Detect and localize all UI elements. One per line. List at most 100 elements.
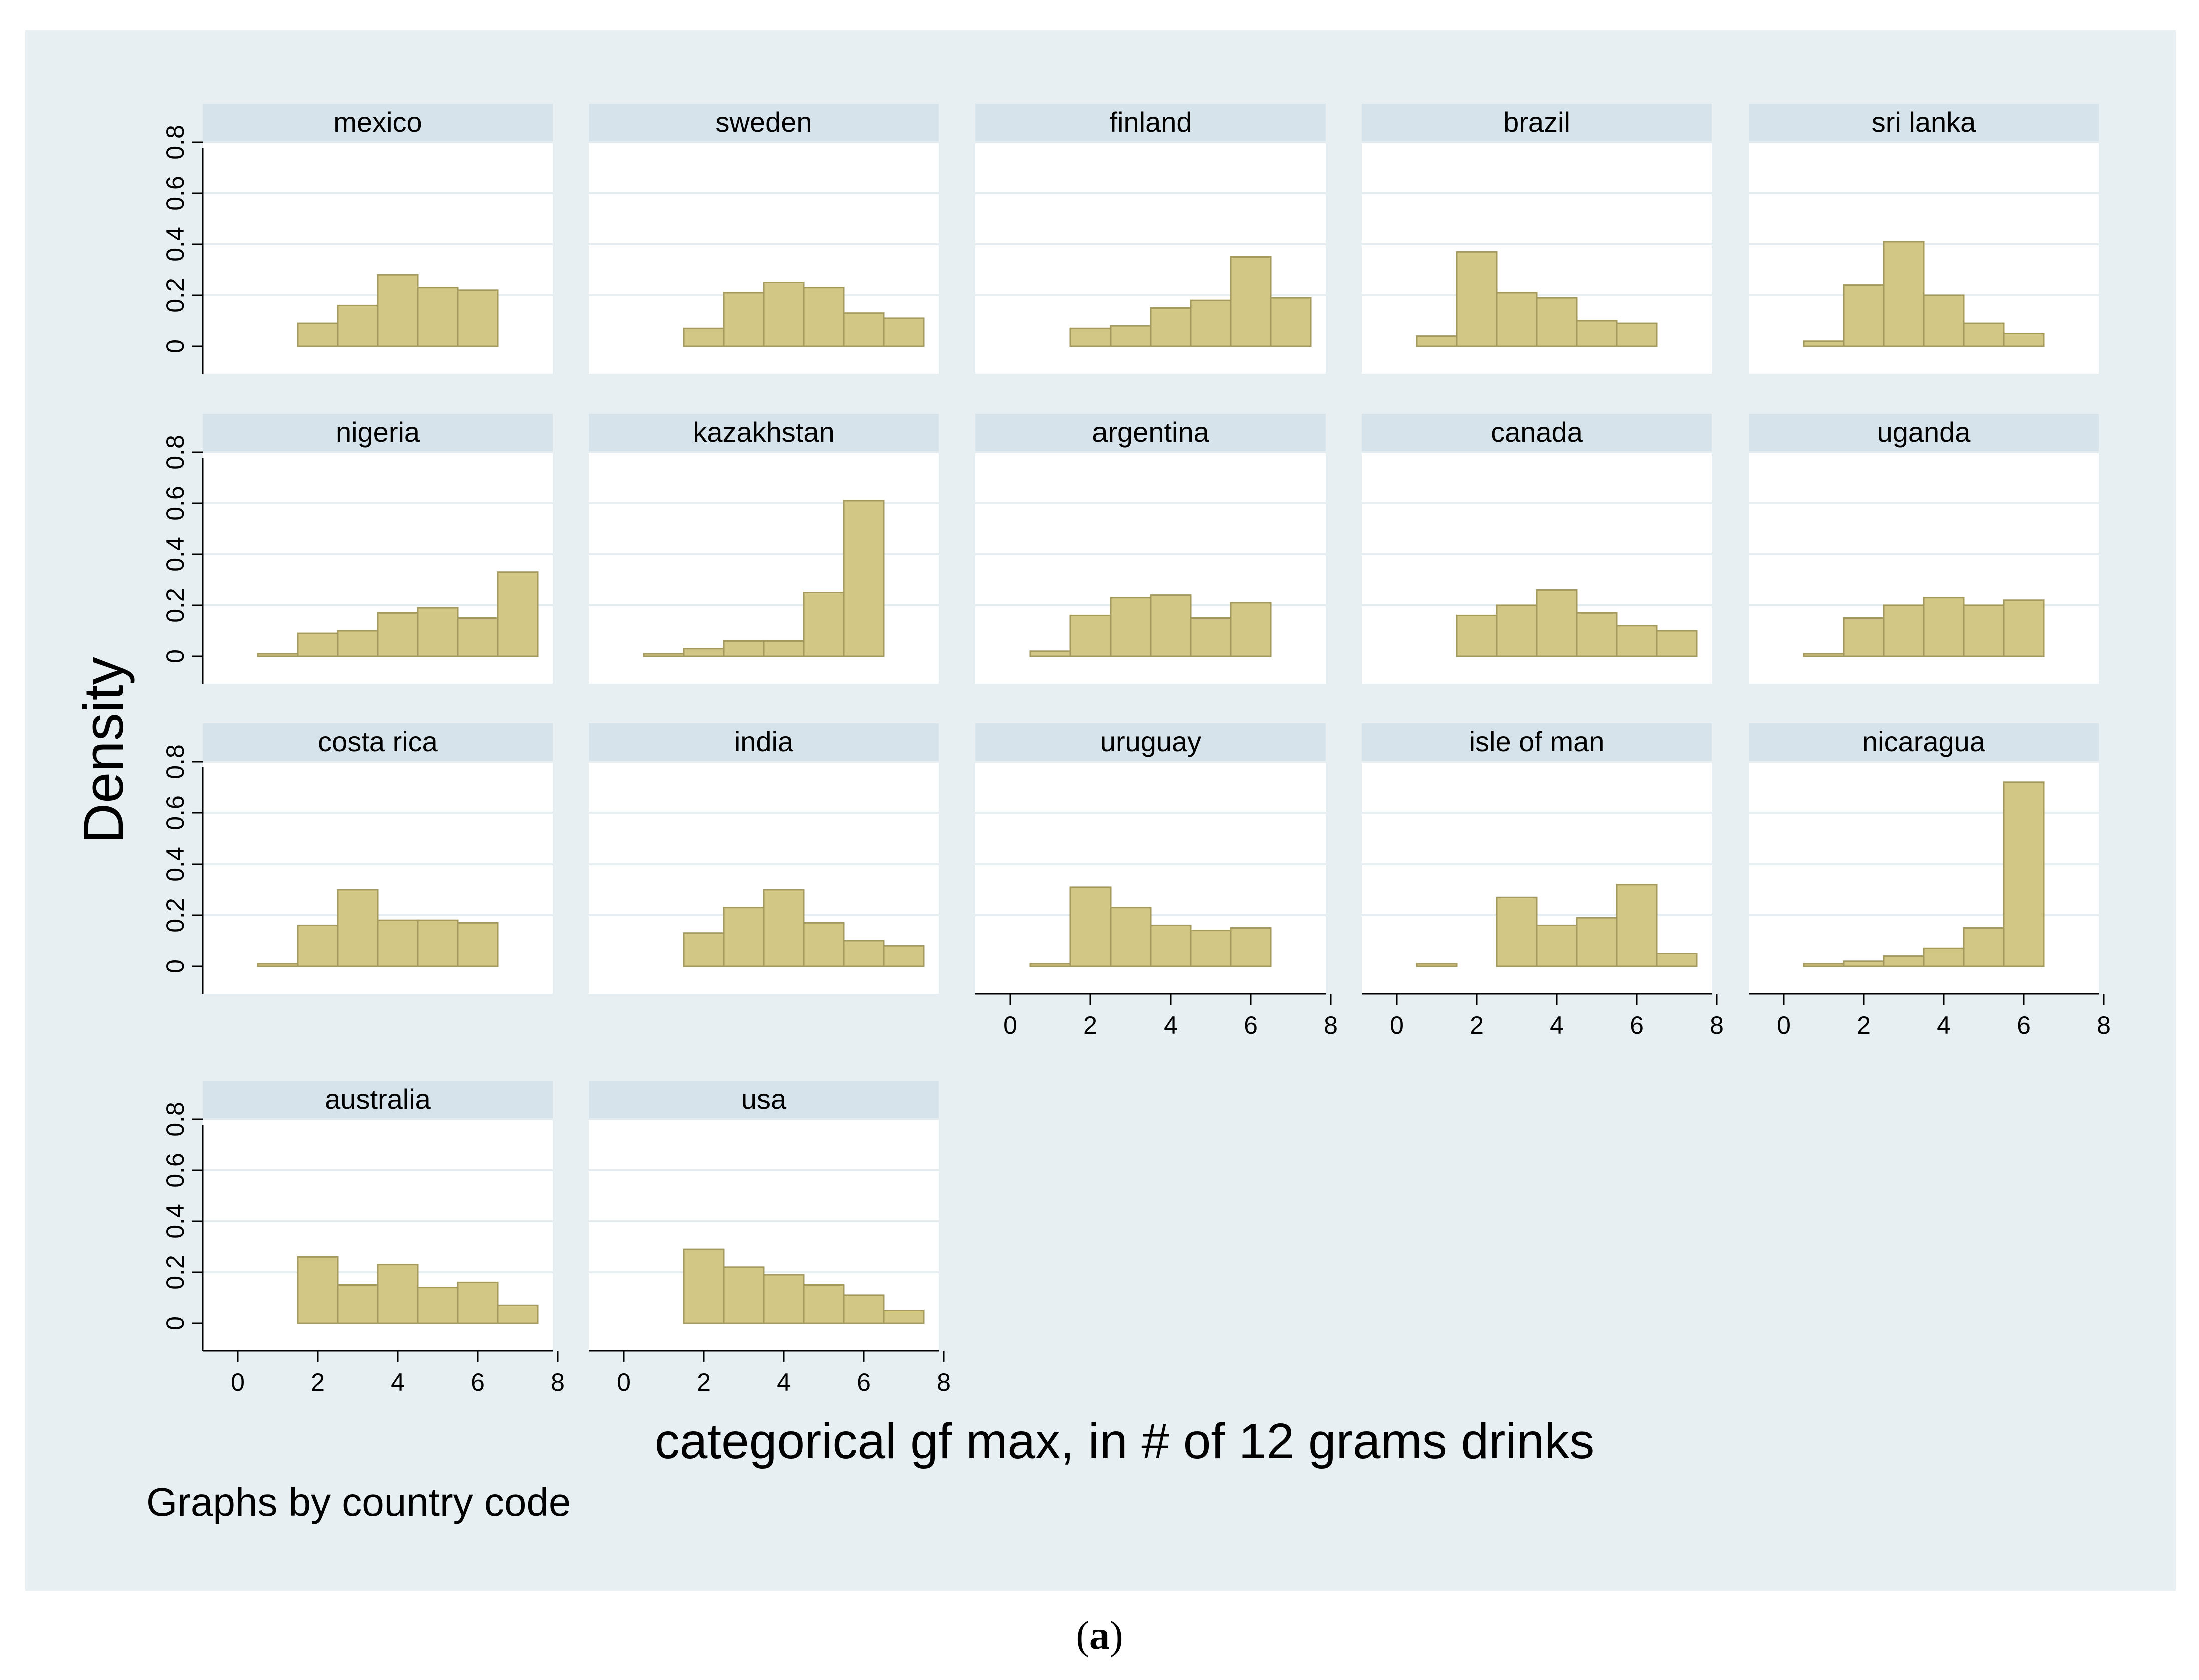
- panel-strip: [975, 414, 1326, 453]
- bar-nigeria-2: [297, 632, 339, 657]
- x-tick-label: 4: [391, 1368, 405, 1396]
- bar-nigeria-5: [417, 607, 459, 657]
- panel-strip: [203, 414, 553, 453]
- bar-mexico-4: [377, 274, 419, 347]
- panel-title: sweden: [715, 106, 812, 138]
- panel-caption-letter: a: [1089, 1614, 1110, 1658]
- bar-canada-3: [1496, 604, 1538, 657]
- y-tick-label: 0.2: [161, 898, 189, 933]
- x-tick-label: 2: [1470, 1011, 1484, 1039]
- bar-canada-5: [1576, 612, 1618, 657]
- panel-kazakhstan: kazakhstan: [589, 414, 939, 684]
- bar-costa-rica-1: [257, 963, 299, 967]
- panel-title: brazil: [1503, 106, 1570, 138]
- bar-uruguay-1: [1029, 963, 1071, 967]
- bar-costa-rica-3: [337, 889, 379, 967]
- x-tick-label: 6: [471, 1368, 485, 1396]
- bar-sweden-5: [803, 287, 845, 347]
- panel-isle-of-man: isle of man 0 2 4 6 8: [1362, 723, 1724, 1039]
- bar-sweden-2: [683, 327, 725, 347]
- bar-uruguay-2: [1069, 886, 1112, 967]
- panel-title: uganda: [1877, 416, 1971, 448]
- y-tick-label: 0.6: [161, 1153, 189, 1188]
- y-tick-label: 0.6: [161, 176, 189, 211]
- x-tick-label: 8: [937, 1368, 951, 1396]
- x-tick-label: 6: [2017, 1011, 2031, 1039]
- bar-isle-of-man-4: [1536, 924, 1578, 967]
- panel-mexico: mexico 0 0.2 0.4 0.6 0.8: [161, 104, 553, 374]
- panel-canada: canada: [1362, 414, 1712, 684]
- panel-strip: [1749, 104, 2099, 143]
- bar-kazakhstan-2: [683, 648, 725, 657]
- bar-brazil-4: [1536, 297, 1578, 347]
- y-tick-label: 0.8: [161, 125, 189, 160]
- panel-uruguay: uruguay 0 2 4 6 8: [975, 723, 1338, 1039]
- bar-canada-4: [1536, 589, 1578, 657]
- bar-uganda-3: [1883, 604, 1925, 657]
- bar-brazil-3: [1496, 292, 1538, 347]
- bar-uruguay-5: [1190, 930, 1232, 967]
- bar-sri-lanka-1: [1803, 340, 1845, 347]
- panel-title: kazakhstan: [693, 416, 834, 448]
- y-tick-label: 0.2: [161, 588, 189, 623]
- bar-australia-3: [337, 1284, 379, 1324]
- y-tick-label: 0: [161, 959, 189, 973]
- bar-costa-rica-4: [377, 919, 419, 967]
- bar-costa-rica-5: [417, 919, 459, 967]
- panel-strip: [975, 104, 1326, 143]
- bar-usa-4: [763, 1274, 805, 1324]
- bar-argentina-5: [1190, 617, 1232, 657]
- bar-india-6: [843, 940, 885, 967]
- graphs-by-note: Graphs by country code: [146, 1480, 571, 1524]
- panel-strip: [203, 1081, 553, 1120]
- bar-argentina-6: [1230, 602, 1272, 657]
- panel-title: argentina: [1092, 416, 1209, 448]
- panel-strip: [589, 414, 939, 453]
- bar-finland-2: [1069, 327, 1112, 347]
- bar-brazil-2: [1456, 251, 1498, 347]
- panel-caption: (a): [1076, 1614, 1123, 1658]
- bar-uruguay-6: [1230, 927, 1272, 967]
- bar-india-2: [683, 932, 725, 967]
- panel-title: costa rica: [318, 726, 438, 757]
- x-tick-label: 0: [231, 1368, 245, 1396]
- panel-costa-rica: costa rica 0 0.2 0.4 0.6 0.8: [161, 723, 553, 994]
- bar-sri-lanka-5: [1963, 322, 2005, 347]
- bar-canada-7: [1656, 630, 1698, 657]
- bar-india-3: [723, 907, 765, 967]
- panel-title: mexico: [333, 106, 422, 138]
- x-tick-label: 4: [777, 1368, 791, 1396]
- bar-australia-4: [377, 1264, 419, 1324]
- y-tick-label: 0.6: [161, 795, 189, 830]
- bar-kazakhstan-4: [763, 640, 805, 657]
- bar-isle-of-man-1: [1416, 963, 1458, 967]
- y-tick-label: 0.2: [161, 1255, 189, 1290]
- bar-australia-6: [457, 1281, 499, 1324]
- x-axis-label: categorical gf max, in # of 12 grams dri…: [655, 1413, 1595, 1469]
- bar-sri-lanka-3: [1883, 241, 1925, 347]
- panel-nicaragua: nicaragua 0 2 4 6 8: [1749, 723, 2111, 1039]
- bar-usa-5: [803, 1284, 845, 1324]
- bar-costa-rica-6: [457, 922, 499, 967]
- y-axis-label: Density: [72, 657, 135, 844]
- bar-sweden-4: [763, 282, 805, 347]
- panel-title: nicaragua: [1862, 726, 1986, 757]
- panel-title: uruguay: [1100, 726, 1201, 757]
- x-tick-label: 0: [1390, 1011, 1404, 1039]
- bar-nigeria-1: [257, 653, 299, 657]
- bar-finland-6: [1230, 256, 1272, 347]
- panel-brazil: brazil: [1362, 104, 1712, 374]
- bar-kazakhstan-1: [643, 653, 685, 657]
- x-tick-label: 2: [1857, 1011, 1871, 1039]
- bar-sri-lanka-4: [1923, 294, 1965, 347]
- x-tick-label: 4: [1550, 1011, 1564, 1039]
- panel-strip: [1362, 104, 1712, 143]
- bar-nicaragua-1: [1803, 963, 1845, 967]
- bar-canada-6: [1616, 625, 1658, 657]
- y-tick-label: 0.4: [161, 227, 189, 262]
- bar-isle-of-man-6: [1616, 884, 1658, 967]
- bar-nicaragua-6: [2003, 781, 2045, 967]
- bar-canada-2: [1456, 614, 1498, 657]
- x-tick-label: 2: [697, 1368, 711, 1396]
- bar-isle-of-man-7: [1656, 953, 1698, 967]
